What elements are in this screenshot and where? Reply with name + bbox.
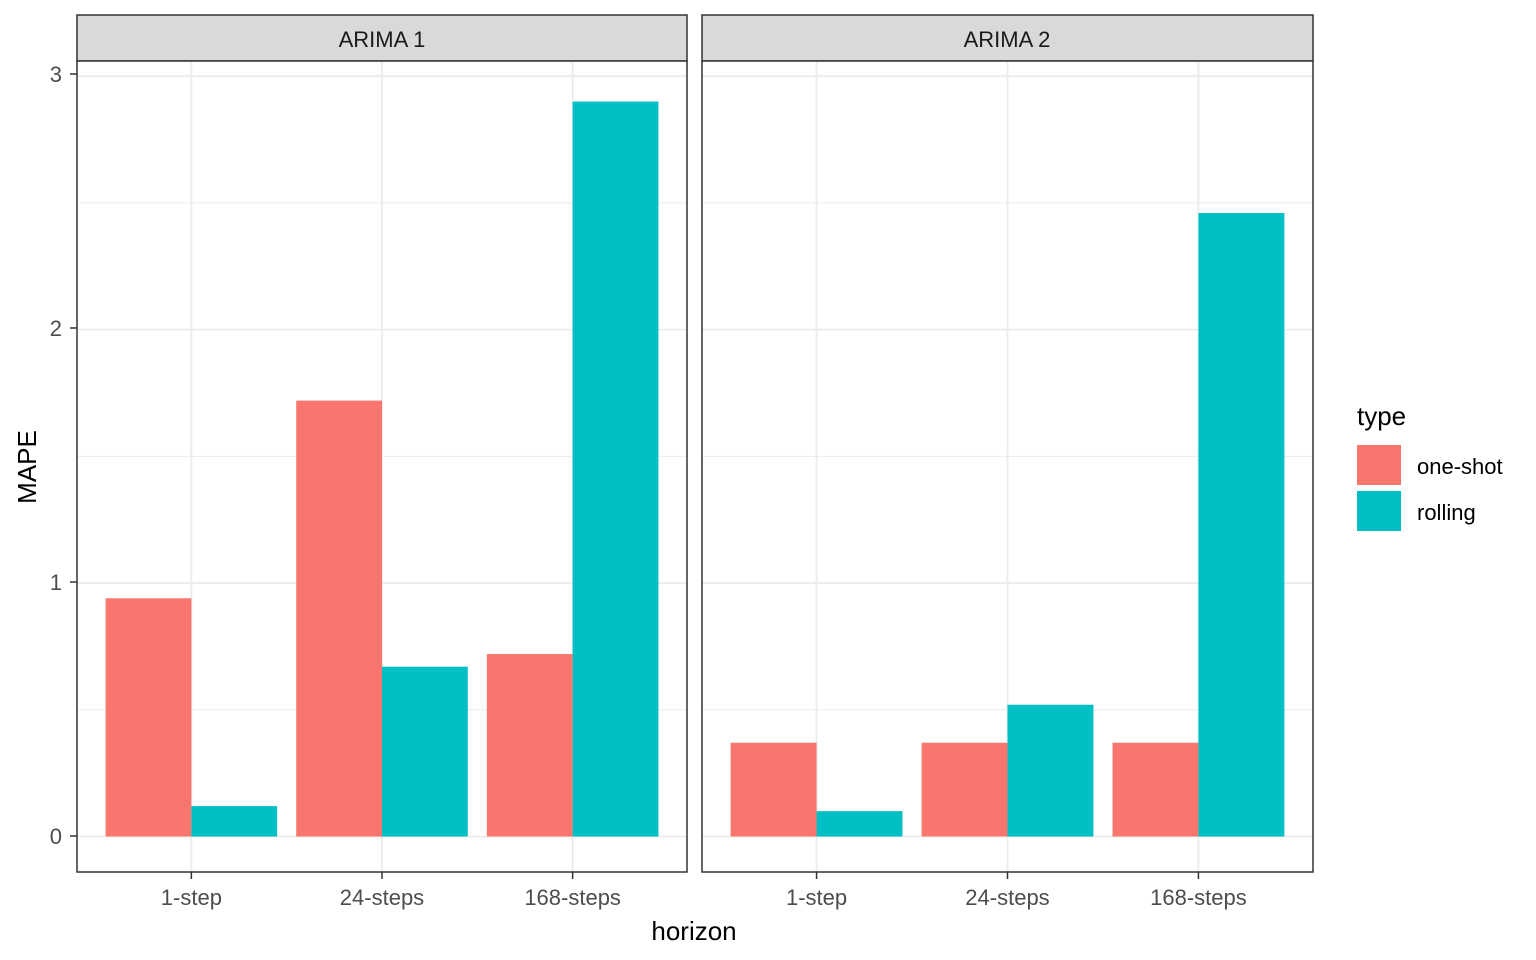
panel-title: ARIMA 1 xyxy=(339,27,426,52)
x-tick-label: 1-step xyxy=(786,885,847,910)
x-tick-label: 168-steps xyxy=(1150,885,1247,910)
legend-label-rolling: rolling xyxy=(1417,500,1476,525)
bar-rolling xyxy=(382,666,468,837)
y-tick-label: 0 xyxy=(50,824,62,849)
bar-one-shot xyxy=(296,400,382,837)
panel-arima-2: ARIMA 2 1-step 24-steps 168-steps xyxy=(701,14,1314,910)
legend-swatch-rolling xyxy=(1357,491,1401,531)
legend-swatch-one-shot xyxy=(1357,445,1401,485)
y-tick-label: 2 xyxy=(50,316,62,341)
bar-rolling xyxy=(191,806,278,837)
bars xyxy=(730,213,1285,837)
y-tick-marks xyxy=(70,73,77,837)
panel-arima-1: ARIMA 1 1-step 24-steps 168-steps xyxy=(76,14,688,910)
bar-rolling xyxy=(572,101,659,837)
x-tick-label: 168-steps xyxy=(524,885,621,910)
bar-one-shot xyxy=(486,654,573,837)
bar-rolling xyxy=(1198,213,1285,837)
x-tick-label: 24-steps xyxy=(340,885,424,910)
bar-one-shot xyxy=(921,742,1008,837)
y-tick-label: 1 xyxy=(50,570,62,595)
legend: type one-shot rolling xyxy=(1357,401,1503,531)
x-ticks: 1-step 24-steps 168-steps xyxy=(161,872,621,910)
y-tick-label: 3 xyxy=(50,62,62,87)
bar-rolling xyxy=(1007,704,1094,837)
legend-title: type xyxy=(1357,401,1406,431)
panel-strip xyxy=(701,14,1314,62)
bars xyxy=(105,101,659,837)
bar-one-shot xyxy=(730,742,817,837)
x-tick-label: 1-step xyxy=(161,885,222,910)
x-axis-title: horizon xyxy=(651,916,736,946)
bar-rolling xyxy=(816,811,903,837)
y-axis-title: MAPE xyxy=(12,430,42,504)
x-tick-label: 24-steps xyxy=(965,885,1049,910)
bar-one-shot xyxy=(105,598,192,837)
bar-one-shot xyxy=(1112,742,1199,837)
panel-strip xyxy=(76,14,688,62)
panel-title: ARIMA 2 xyxy=(964,27,1051,52)
x-ticks: 1-step 24-steps 168-steps xyxy=(786,872,1247,910)
legend-label-one-shot: one-shot xyxy=(1417,454,1503,479)
